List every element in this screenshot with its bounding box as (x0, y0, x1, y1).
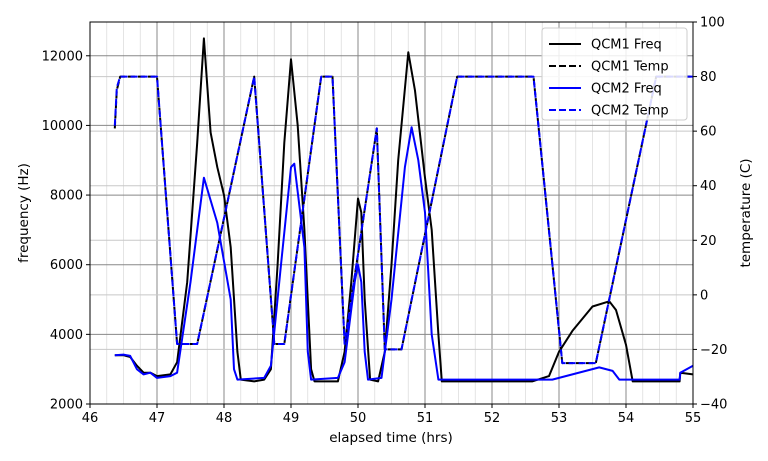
plot-frame (89, 21, 694, 405)
x-tick-label: 47 (149, 411, 166, 426)
y-right-tick-label: 60 (700, 125, 717, 140)
y-axis-label: frequency (Hz) (16, 163, 32, 263)
y-tick-label: 10000 (42, 119, 83, 134)
legend-entry: QCM1 Freq (591, 38, 662, 53)
x-tick-label: 51 (417, 411, 434, 426)
y-right-tick-label: −20 (700, 343, 727, 358)
legend-entry: QCM2 Temp (591, 104, 669, 119)
legend-entry: QCM2 Freq (591, 82, 662, 97)
legend-entry: QCM1 Temp (591, 60, 669, 75)
y-tick-label: 12000 (42, 49, 83, 64)
x-tick-label: 48 (216, 411, 233, 426)
y-right-tick-label: 40 (700, 179, 717, 194)
y-tick-label: 2000 (50, 398, 83, 413)
x-tick-label: 52 (484, 411, 501, 426)
x-tick-label: 46 (82, 411, 99, 426)
x-tick-label: 55 (685, 411, 702, 426)
y-right-tick-label: −40 (700, 398, 727, 413)
y-tick-label: 6000 (50, 258, 83, 273)
series-lines (113, 37, 694, 383)
y-right-tick-label: 20 (700, 234, 717, 249)
series-line-qcm2-temp (113, 75, 693, 365)
x-tick-label: 50 (350, 411, 367, 426)
x-axis: 46 47 48 49 50 51 52 53 54 55 (82, 404, 702, 426)
y-right-tick-label: 100 (700, 16, 725, 31)
x-tick-label: 49 (283, 411, 300, 426)
x-tick-label: 54 (618, 411, 635, 426)
x-axis-label: elapsed time (hrs) (329, 430, 453, 446)
series-line-qcm2-freq (114, 126, 694, 381)
legend: QCM1 Freq QCM1 Temp QCM2 Freq QCM2 Temp (541, 27, 688, 121)
x-tick-label: 53 (551, 411, 568, 426)
legend-box (541, 27, 688, 121)
y-axis-right-label: temperature (C) (738, 158, 754, 267)
y-right-tick-label: 80 (700, 70, 717, 85)
series-line-qcm1-freq (114, 37, 694, 383)
series-line-qcm1-temp (113, 75, 693, 365)
y-tick-label: 8000 (50, 189, 83, 204)
y-right-tick-label: 0 (700, 288, 708, 303)
y-axis-left: 2000 4000 6000 8000 10000 12000 (42, 49, 90, 413)
y-axis-right: −40 −20 0 20 40 60 80 100 (693, 16, 727, 413)
y-tick-label: 4000 (50, 328, 83, 343)
